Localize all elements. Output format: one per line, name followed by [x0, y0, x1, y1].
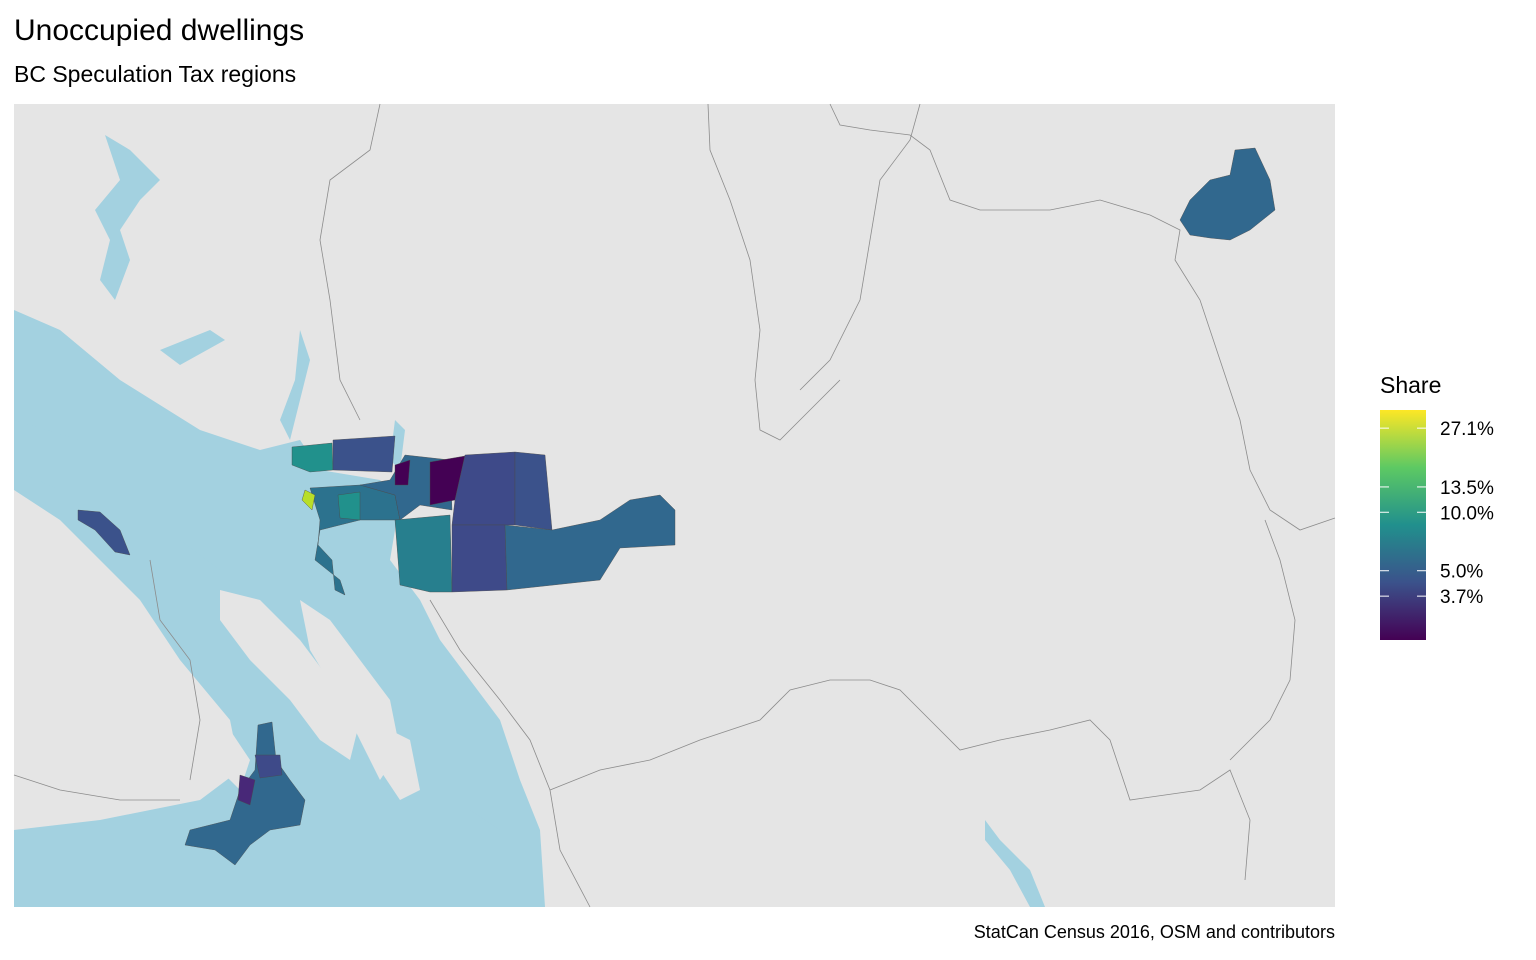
- legend-tick-label: 10.0%: [1440, 503, 1494, 524]
- roads: [13, 103, 1336, 908]
- legend-tick-label: 3.7%: [1440, 587, 1483, 608]
- legend-title: Share: [1380, 372, 1441, 398]
- land-islands: [220, 590, 420, 800]
- legend-tick-label: 13.5%: [1440, 478, 1494, 499]
- colorbar: [1380, 410, 1426, 640]
- legend: Share 27.1% 13.5% 10.0% 5.0% 3.7%: [1380, 372, 1494, 640]
- legend-tick-label: 5.0%: [1440, 562, 1483, 583]
- title: Unoccupied dwellings: [14, 14, 304, 47]
- legend-tick-label: 27.1%: [1440, 419, 1494, 440]
- regions: [77, 147, 1276, 866]
- subtitle: BC Speculation Tax regions: [14, 61, 296, 87]
- caption: StatCan Census 2016, OSM and contributor…: [974, 922, 1335, 942]
- map-panel: [13, 103, 1336, 908]
